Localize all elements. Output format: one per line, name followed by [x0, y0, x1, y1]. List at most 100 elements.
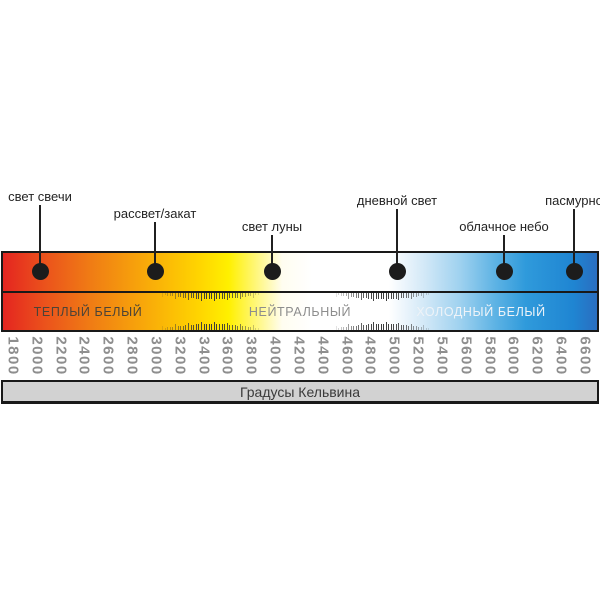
scale-tick-label: 6200 [528, 336, 546, 376]
scale-tick-label: 1800 [4, 336, 22, 376]
transition-tick [169, 293, 171, 296]
scale-tick-label: 3000 [147, 336, 165, 376]
scale-tick-label: 2600 [99, 336, 117, 376]
transition-tick [187, 293, 189, 300]
transition-tick [373, 293, 375, 301]
transition-tick [365, 293, 367, 299]
transition-tick [182, 293, 184, 298]
transition-tick [193, 324, 195, 330]
transition-tick [348, 293, 350, 299]
transition-tick [252, 293, 254, 298]
transition-tick [350, 326, 352, 330]
transition-tick [428, 293, 429, 295]
transition-tick [198, 293, 200, 299]
transition-tick [182, 325, 184, 330]
temperature-bars: ТЕПЛЫЙ БЕЛЫЙ НЕЙТРАЛЬНЫЙ ХОЛОДНЫЙ БЕЛЫЙ [1, 251, 599, 332]
transition-tick [200, 293, 202, 301]
kelvin-scale: 1800 2000 2200 2400 2600 2800 3000 3200 3400 3600… [0, 332, 600, 380]
transition-tick [164, 293, 166, 296]
marker-leader-line [503, 235, 505, 272]
transition-tick [360, 293, 362, 300]
transition-tick [239, 293, 241, 300]
transition-tick [425, 293, 427, 296]
transition-tick [395, 324, 397, 330]
transition-tick [370, 293, 372, 299]
transition-tick [250, 327, 252, 330]
transition-tick [345, 293, 347, 297]
transition-tick [180, 293, 182, 298]
scale-tick-label: 4800 [361, 336, 379, 376]
transition-tick [343, 293, 345, 296]
transition-tick [216, 293, 218, 299]
transition-tick [408, 293, 410, 298]
transition-tick [370, 324, 372, 330]
transition-tick [398, 293, 400, 301]
transition-tick [415, 293, 417, 297]
transition-tick [398, 322, 400, 330]
scale-tick-label: 5200 [409, 336, 427, 376]
transition-tick [208, 324, 210, 330]
scale-tick-label: 4200 [290, 336, 308, 376]
marker-dot [388, 262, 406, 280]
transition-tick [206, 293, 208, 299]
transition-tick [338, 293, 340, 296]
transition-tick [190, 293, 192, 299]
transition-tick [358, 325, 360, 330]
transition-tick [226, 322, 228, 330]
transition-tick [423, 293, 425, 298]
marker-label: рассвет/закат [113, 206, 197, 221]
transition-tick [378, 293, 380, 299]
marker-leader-line [271, 235, 273, 272]
transition-tick [383, 324, 385, 330]
transition-tick [368, 324, 370, 330]
transition-tick [365, 324, 367, 330]
transition-tick [393, 324, 395, 330]
transition-tick [255, 327, 257, 330]
scale-tick-label: 5400 [433, 336, 451, 376]
marker-leader-line [573, 209, 575, 272]
scale-tick-label: 2000 [28, 336, 46, 376]
transition-tick [203, 293, 205, 299]
transition-tick [373, 322, 375, 330]
transition-tick [340, 293, 342, 296]
zone-label: ТЕПЛЫЙ БЕЛЫЙ [33, 304, 143, 319]
transition-tick [418, 326, 420, 330]
transition-tick [211, 293, 213, 299]
transition-tick [420, 293, 422, 296]
transition-tick [400, 293, 402, 299]
transition-tick [355, 293, 357, 298]
transition-tick [252, 325, 254, 330]
transition-tick [195, 293, 197, 299]
transition-tick [250, 293, 252, 296]
transition-tick [239, 323, 241, 330]
transition-tick [216, 324, 218, 330]
transition-tick [353, 325, 355, 330]
transition-tick [172, 293, 174, 297]
scale-tick-label: 6600 [576, 336, 594, 376]
transition-tick [213, 322, 215, 330]
transition-tick [383, 293, 385, 299]
transition-tick [187, 323, 189, 330]
transition-tick [418, 293, 420, 297]
transition-tick [221, 293, 223, 299]
transition-tick [413, 293, 415, 297]
transition-tick [338, 327, 340, 330]
transition-tick [388, 324, 390, 330]
transition-tick [172, 326, 174, 330]
transition-tick [385, 322, 387, 330]
transition-tick [229, 293, 231, 299]
transition-tick [393, 293, 395, 299]
marker-label: свет свечи [8, 189, 72, 204]
transition-tick [174, 324, 176, 330]
transition-tick [410, 293, 412, 300]
marker-label: дневной свет [356, 193, 438, 208]
transition-tick [428, 328, 429, 330]
transition-tick [385, 293, 387, 301]
transition-tick [237, 293, 239, 298]
transition-tick [336, 326, 337, 330]
scale-tick-label: 6400 [552, 336, 570, 376]
scale-tick-label: 5000 [385, 336, 403, 376]
marker-dot [495, 262, 513, 280]
transition-tick [167, 327, 169, 330]
